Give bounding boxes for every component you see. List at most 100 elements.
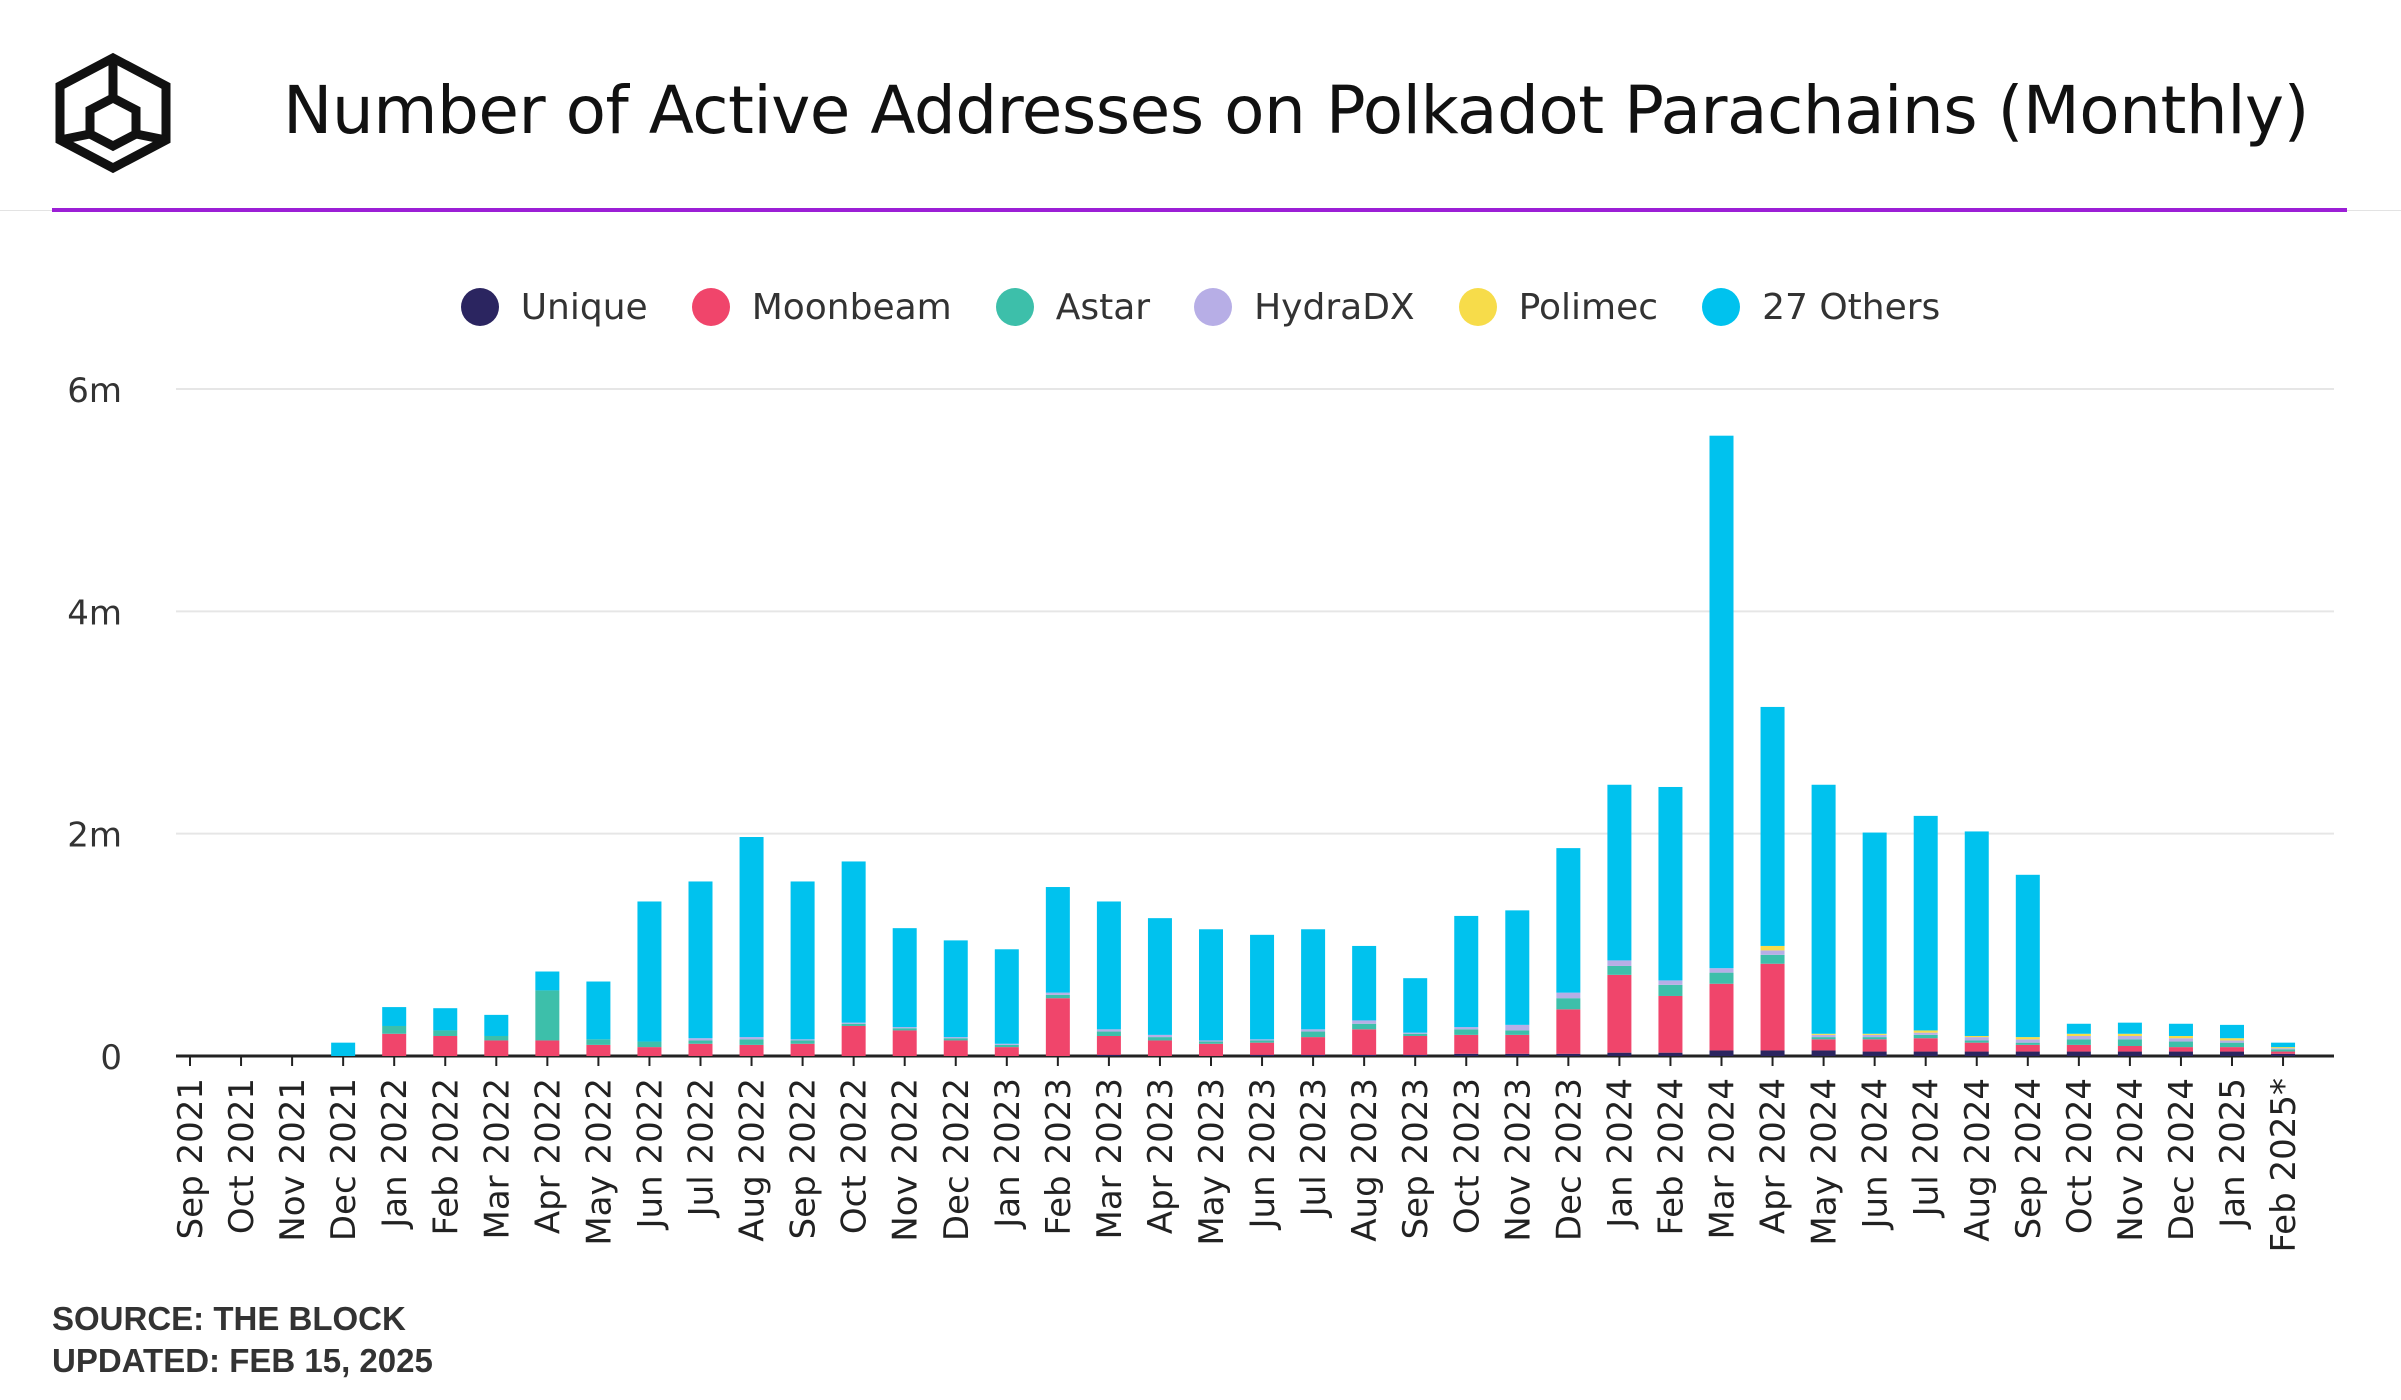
bar-segment-polimec[interactable]: [1913, 1030, 1938, 1033]
bar-segment-27-others[interactable]: [688, 881, 713, 1039]
bar-segment-astar[interactable]: [1760, 954, 1785, 964]
bar-segment-unique[interactable]: [2271, 1053, 2296, 1056]
bar-segment-moonbeam[interactable]: [2015, 1044, 2040, 1052]
bar-segment-27-others[interactable]: [1964, 831, 1989, 1036]
bar-segment-polimec[interactable]: [1862, 1033, 1887, 1035]
bar-segment-astar[interactable]: [1862, 1037, 1887, 1040]
bar-segment-27-others[interactable]: [943, 940, 968, 1038]
bar-segment-hydradx[interactable]: [943, 1037, 968, 1039]
bar-segment-27-others[interactable]: [586, 981, 611, 1040]
bar-segment-astar[interactable]: [2015, 1042, 2040, 1045]
bar-segment-moonbeam[interactable]: [739, 1044, 764, 1056]
bar-segment-27-others[interactable]: [1199, 929, 1223, 1041]
bar-segment-unique[interactable]: [1096, 1054, 1121, 1056]
bar-segment-moonbeam[interactable]: [1096, 1035, 1121, 1055]
bar-segment-unique[interactable]: [1964, 1051, 1989, 1056]
bar-segment-27-others[interactable]: [1403, 978, 1428, 1033]
bar-segment-moonbeam[interactable]: [1199, 1043, 1223, 1056]
bar-segment-unique[interactable]: [1709, 1050, 1734, 1056]
bar-segment-moonbeam[interactable]: [1862, 1039, 1887, 1052]
bar-segment-moonbeam[interactable]: [1913, 1038, 1938, 1052]
bar-segment-unique[interactable]: [1505, 1053, 1530, 1056]
bar-segment-moonbeam[interactable]: [994, 1047, 1019, 1056]
bar-segment-astar[interactable]: [382, 1025, 407, 1034]
bar-segment-27-others[interactable]: [1505, 910, 1530, 1025]
bar-segment-moonbeam[interactable]: [1709, 983, 1734, 1051]
legend-item-astar[interactable]: Astar: [995, 287, 1150, 328]
bar-segment-astar[interactable]: [1199, 1041, 1223, 1044]
bar-segment-astar[interactable]: [1096, 1031, 1121, 1036]
bar-segment-27-others[interactable]: [1454, 915, 1479, 1028]
bar-segment-unique[interactable]: [2066, 1051, 2091, 1056]
bar-segment-polimec[interactable]: [2168, 1035, 2193, 1039]
bar-segment-unique[interactable]: [1607, 1052, 1632, 1056]
bar-segment-27-others[interactable]: [2066, 1023, 2091, 1034]
bar-segment-moonbeam[interactable]: [1352, 1029, 1377, 1055]
bar-segment-astar[interactable]: [586, 1039, 611, 1045]
bar-segment-polimec[interactable]: [2015, 1037, 2040, 1040]
legend-item-polimec[interactable]: Polimec: [1458, 287, 1658, 328]
bar-segment-polimec[interactable]: [1811, 1033, 1836, 1035]
bar-segment-moonbeam[interactable]: [1964, 1042, 1989, 1052]
bar-segment-moonbeam[interactable]: [433, 1035, 458, 1056]
bar-segment-hydradx[interactable]: [1096, 1029, 1121, 1032]
bar-segment-moonbeam[interactable]: [1454, 1034, 1479, 1054]
bar-segment-moonbeam[interactable]: [1403, 1035, 1428, 1055]
bar-segment-hydradx[interactable]: [1709, 968, 1734, 973]
bar-segment-polimec[interactable]: [2220, 1038, 2244, 1041]
bar-segment-27-others[interactable]: [2168, 1023, 2193, 1036]
bar-segment-astar[interactable]: [739, 1039, 764, 1045]
bar-segment-hydradx[interactable]: [1301, 1029, 1326, 1032]
bar-segment-astar[interactable]: [1811, 1037, 1836, 1040]
legend-item-unique[interactable]: Unique: [460, 287, 648, 328]
bar-segment-27-others[interactable]: [1352, 945, 1377, 1021]
bar-segment-moonbeam[interactable]: [1658, 995, 1683, 1053]
bar-segment-27-others[interactable]: [1607, 784, 1632, 961]
bar-segment-27-others[interactable]: [790, 881, 815, 1040]
bar-segment-astar[interactable]: [1301, 1031, 1326, 1038]
bar-segment-hydradx[interactable]: [1811, 1034, 1836, 1038]
bar-segment-astar[interactable]: [2220, 1042, 2244, 1048]
bar-segment-astar[interactable]: [1250, 1040, 1275, 1043]
bar-segment-astar[interactable]: [1147, 1037, 1172, 1041]
bar-segment-27-others[interactable]: [994, 949, 1019, 1044]
bar-segment-hydradx[interactable]: [1352, 1020, 1377, 1024]
bar-segment-moonbeam[interactable]: [637, 1047, 662, 1056]
bar-segment-astar[interactable]: [943, 1038, 968, 1041]
bar-segment-astar[interactable]: [2168, 1041, 2193, 1048]
bar-segment-27-others[interactable]: [841, 861, 866, 1023]
bar-segment-hydradx[interactable]: [1862, 1034, 1887, 1038]
bar-segment-hydradx[interactable]: [2015, 1039, 2040, 1043]
bar-segment-27-others[interactable]: [1045, 887, 1070, 993]
bar-segment-27-others[interactable]: [2220, 1024, 2244, 1039]
bar-segment-moonbeam[interactable]: [382, 1033, 407, 1056]
bar-segment-astar[interactable]: [1658, 984, 1683, 996]
bar-segment-27-others[interactable]: [1760, 706, 1785, 946]
bar-segment-unique[interactable]: [1556, 1053, 1581, 1056]
bar-segment-unique[interactable]: [2168, 1051, 2193, 1056]
bar-segment-27-others[interactable]: [331, 1042, 356, 1056]
bar-segment-27-others[interactable]: [1862, 832, 1887, 1034]
bar-segment-moonbeam[interactable]: [841, 1025, 866, 1056]
bar-segment-moonbeam[interactable]: [1301, 1037, 1326, 1055]
bar-segment-unique[interactable]: [1250, 1054, 1275, 1056]
bar-segment-astar[interactable]: [1403, 1033, 1428, 1036]
bar-segment-astar[interactable]: [535, 990, 560, 1041]
bar-segment-hydradx[interactable]: [739, 1037, 764, 1040]
bar-segment-unique[interactable]: [2220, 1051, 2244, 1056]
bar-segment-astar[interactable]: [2117, 1039, 2142, 1046]
bar-segment-moonbeam[interactable]: [2168, 1047, 2193, 1052]
bar-segment-27-others[interactable]: [2117, 1022, 2142, 1034]
bar-segment-hydradx[interactable]: [790, 1039, 815, 1041]
bar-segment-unique[interactable]: [1352, 1054, 1377, 1056]
bar-segment-hydradx[interactable]: [1199, 1040, 1223, 1042]
bar-segment-hydradx[interactable]: [688, 1038, 713, 1041]
bar-segment-polimec[interactable]: [1964, 1035, 1989, 1038]
bar-segment-moonbeam[interactable]: [892, 1030, 917, 1056]
bar-segment-27-others[interactable]: [2271, 1042, 2296, 1048]
bar-segment-hydradx[interactable]: [994, 1043, 1019, 1045]
bar-segment-27-others[interactable]: [433, 1008, 458, 1031]
bar-segment-27-others[interactable]: [739, 837, 764, 1038]
bar-segment-27-others[interactable]: [1096, 901, 1121, 1030]
bar-segment-moonbeam[interactable]: [2066, 1044, 2091, 1052]
